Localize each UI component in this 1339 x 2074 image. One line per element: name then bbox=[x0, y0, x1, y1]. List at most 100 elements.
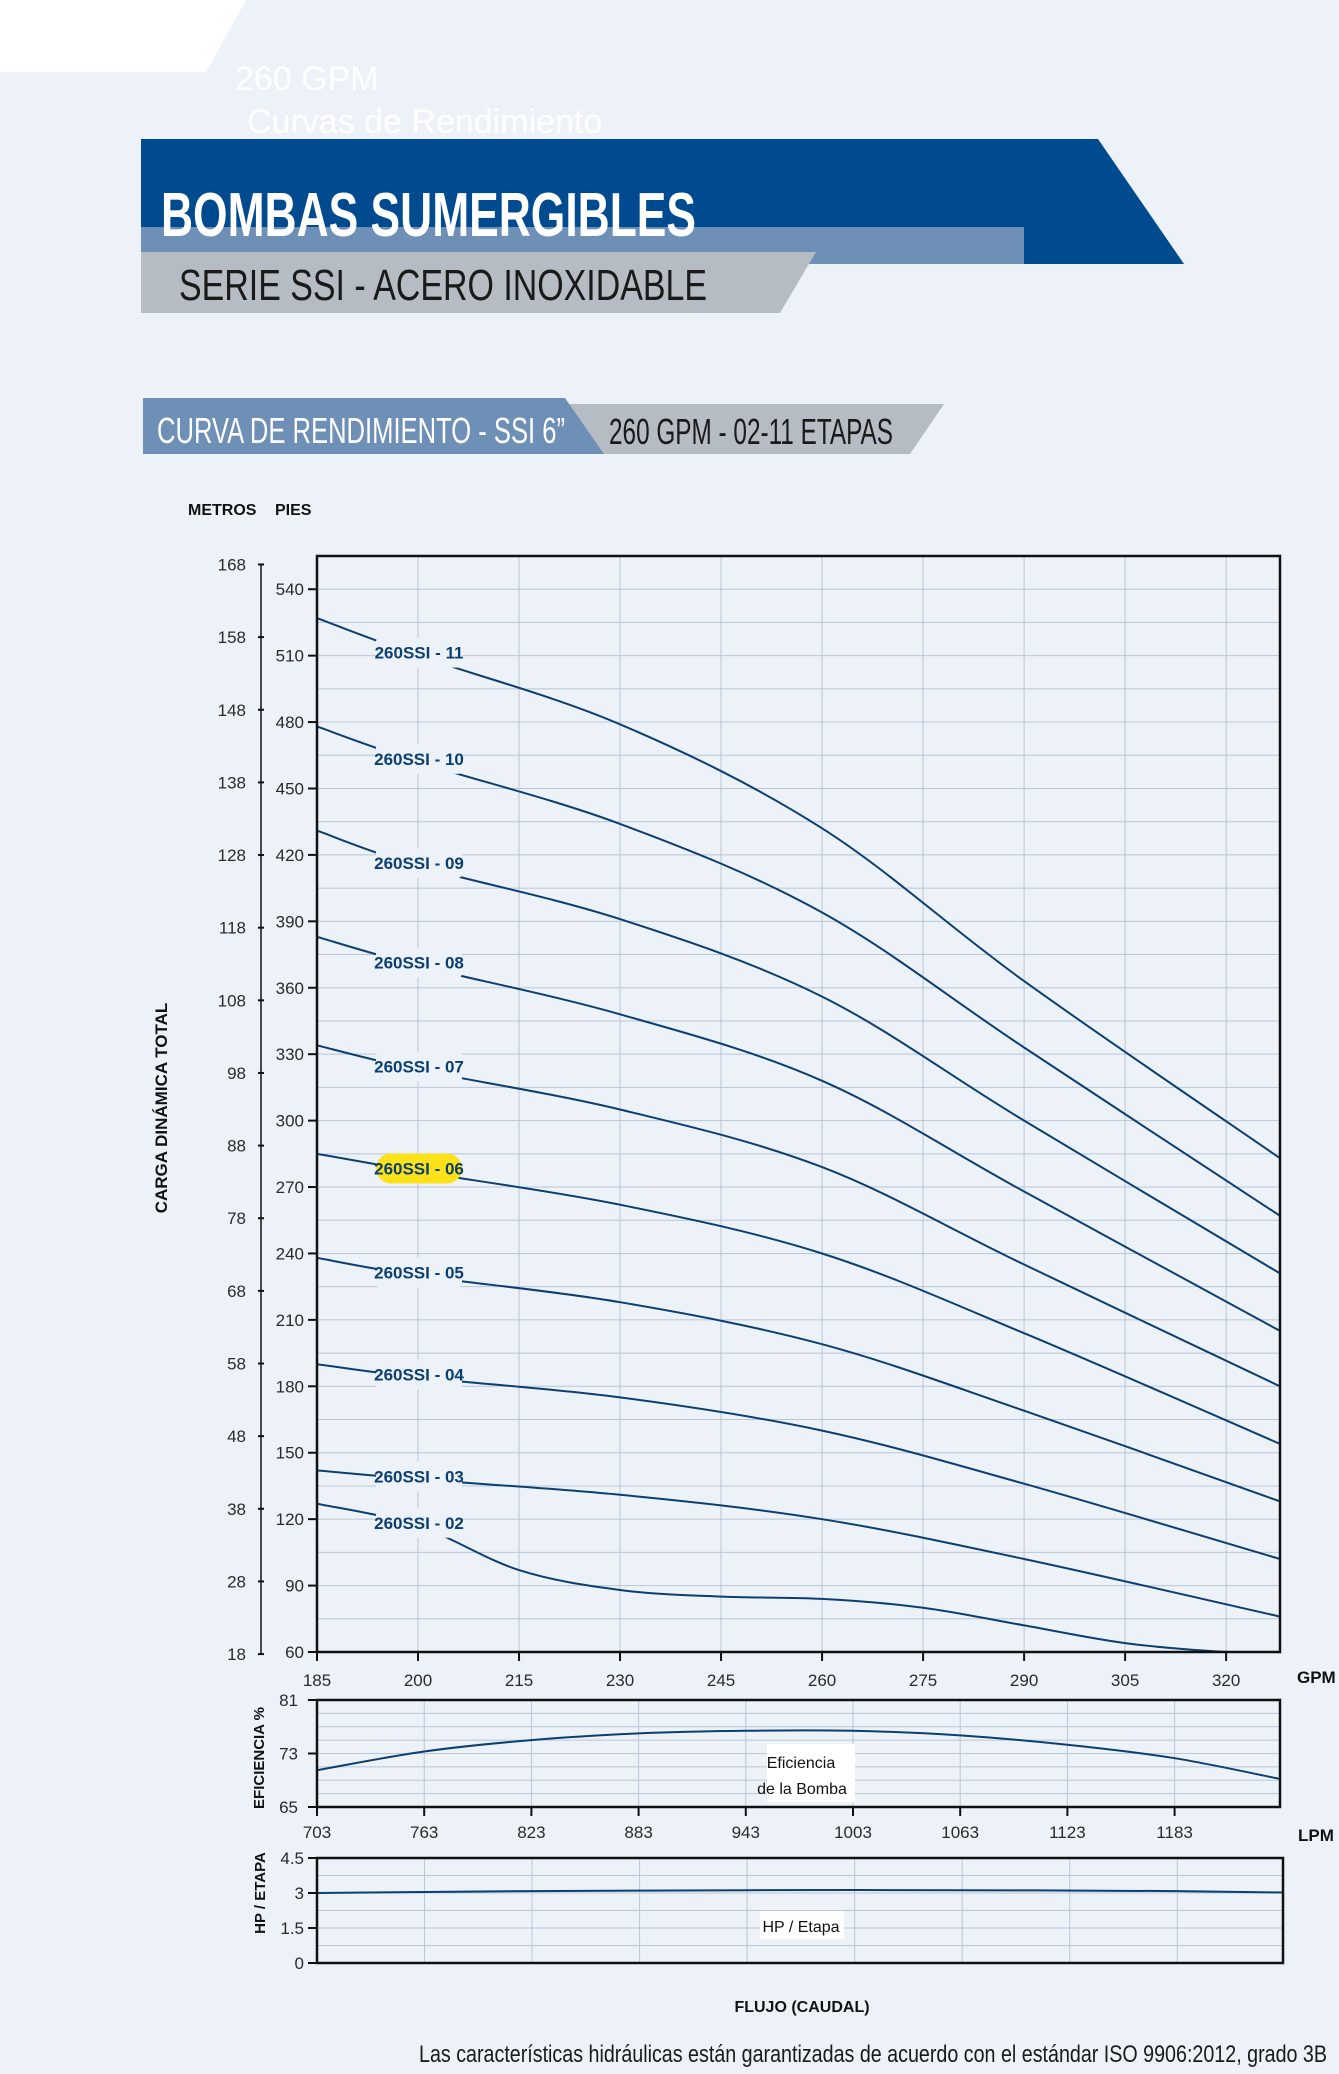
head-y-tick-pies: 180 bbox=[276, 1377, 304, 1396]
page-title: BOMBAS SUMERGIBLES bbox=[161, 181, 696, 250]
efficiency-chart: EFICIENCIA % 703 763 823 883 943 1003 1063 1123… bbox=[251, 1691, 1334, 1845]
header-top-line1: 260 GPM bbox=[235, 60, 379, 98]
series-label-260ssi-06: 260SSI - 06 bbox=[374, 1160, 464, 1179]
series-label-bg-260ssi-05 bbox=[376, 1257, 462, 1288]
series-label-bg-260ssi-03 bbox=[376, 1461, 462, 1492]
hp-series-line bbox=[316, 1889, 1284, 1894]
head-x-tick-label: 275 bbox=[909, 1671, 937, 1690]
head-y-tick-metros: 68 bbox=[227, 1282, 246, 1301]
head-y-tick-metros: 18 bbox=[227, 1645, 246, 1664]
eff-x-tick-label: 763 bbox=[410, 1823, 438, 1842]
head-plot-background bbox=[317, 556, 1280, 1652]
head-y-tick-pies: 150 bbox=[276, 1444, 304, 1463]
head-y-tick-pies: 540 bbox=[276, 580, 304, 599]
hp-tick-labels: 0 1.5 3 4.5 bbox=[280, 1849, 304, 1973]
head-y-tick-metros: 158 bbox=[218, 628, 246, 647]
head-y-tick-pies: 420 bbox=[276, 846, 304, 865]
head-y-tick-pies: 480 bbox=[276, 713, 304, 732]
hp-y-tick-label: 0 bbox=[295, 1954, 304, 1973]
hp-y-tick-label: 3 bbox=[295, 1884, 304, 1903]
head-y-tick-metros: 28 bbox=[227, 1572, 246, 1591]
y-unit-metros: METROS bbox=[188, 502, 257, 519]
head-y-tick-metros: 48 bbox=[227, 1427, 246, 1446]
head-y-tick-metros: 58 bbox=[227, 1355, 246, 1374]
footer-note: Las características hidráulicas están ga… bbox=[419, 2041, 1327, 2068]
head-x-tick-label: 200 bbox=[404, 1671, 432, 1690]
y-unit-pies: PIES bbox=[275, 502, 312, 519]
eff-x-tick-label: 943 bbox=[732, 1823, 760, 1842]
head-y-tick-metros: 38 bbox=[227, 1500, 246, 1519]
efficiency-annotation-line2: de la Bomba bbox=[757, 1781, 847, 1798]
series-label-260ssi-11: 260SSI - 11 bbox=[375, 644, 464, 663]
head-x-tick-label: 305 bbox=[1111, 1671, 1139, 1690]
eff-x-tick-label: 823 bbox=[517, 1823, 545, 1842]
series-label-260ssi-10: 260SSI - 10 bbox=[374, 750, 464, 769]
series-label-bg-260ssi-06 bbox=[376, 1153, 462, 1184]
subtitle-band bbox=[141, 252, 816, 313]
header-top-line2: Curvas de Rendimiento bbox=[247, 103, 602, 141]
efficiency-series-line bbox=[316, 1729, 1281, 1780]
series-label-bg-260ssi-10 bbox=[376, 743, 462, 774]
head-y-tick-metros: 138 bbox=[218, 773, 246, 792]
head-y-tick-metros: 128 bbox=[218, 846, 246, 865]
head-x-tick-label: 185 bbox=[303, 1671, 331, 1690]
series-label-260ssi-09: 260SSI - 09 bbox=[374, 854, 464, 873]
x-axis-unit-lpm: LPM bbox=[1298, 1826, 1334, 1845]
head-y-tick-pies: 120 bbox=[276, 1510, 304, 1529]
head-x-tick-label: 215 bbox=[505, 1671, 533, 1690]
head-x-tick-label: 320 bbox=[1212, 1671, 1240, 1690]
head-y-tick-metros: 118 bbox=[219, 919, 246, 938]
eff-y-tick-label: 73 bbox=[279, 1745, 298, 1764]
series-label-bg-260ssi-11 bbox=[376, 637, 462, 668]
head-y-tick-pies: 330 bbox=[276, 1045, 304, 1064]
series-label-260ssi-05: 260SSI - 05 bbox=[374, 1264, 464, 1283]
series-line-260ssi-02 bbox=[317, 1502, 1280, 1652]
head-y-tick-pies: 60 bbox=[285, 1643, 304, 1662]
efficiency-plot-frame bbox=[315, 1698, 1282, 1809]
eff-x-tick-label: 1003 bbox=[834, 1823, 872, 1842]
series-label-260ssi-07: 260SSI - 07 bbox=[374, 1058, 464, 1077]
series-label-260ssi-03: 260SSI - 03 bbox=[374, 1467, 464, 1486]
head-y-tick-pies: 510 bbox=[276, 647, 304, 666]
hp-y-title: HP / ETAPA bbox=[252, 1852, 269, 1934]
section-right-band bbox=[566, 404, 944, 454]
head-y-tick-pies: 360 bbox=[276, 979, 304, 998]
eff-y-tick-label: 81 bbox=[279, 1691, 298, 1710]
head-y-tick-metros: 148 bbox=[218, 701, 246, 720]
hp-plot-frame bbox=[315, 1856, 1285, 1965]
y-axis-title: CARGA DINÁMICA TOTAL bbox=[152, 1003, 171, 1214]
eff-x-tick-label: 703 bbox=[303, 1823, 331, 1842]
eff-y-tick-label: 65 bbox=[279, 1798, 298, 1817]
head-y-tick-pies: 450 bbox=[276, 779, 304, 798]
head-x-tick-label: 230 bbox=[606, 1671, 634, 1690]
eff-x-tick-label: 1063 bbox=[941, 1823, 979, 1842]
head-y-tick-metros: 168 bbox=[218, 555, 246, 574]
hp-curve bbox=[316, 1889, 1284, 1894]
x-axis-unit-gpm: GPM bbox=[1297, 1668, 1336, 1687]
head-y-tick-metros: 78 bbox=[227, 1209, 246, 1228]
efficiency-tick-labels: 703 763 823 883 943 1003 1063 1123 1183 65 73 81 bbox=[279, 1691, 1193, 1842]
eff-x-tick-label: 1123 bbox=[1049, 1823, 1086, 1842]
hp-y-tick-label: 1.5 bbox=[280, 1919, 304, 1938]
efficiency-y-title: EFICIENCIA % bbox=[251, 1707, 268, 1809]
head-y-tick-pies: 210 bbox=[276, 1311, 304, 1330]
series-label-bg-260ssi-09 bbox=[376, 847, 462, 878]
head-y-tick-pies: 270 bbox=[276, 1178, 304, 1197]
hp-gridlines bbox=[308, 1857, 1283, 1964]
head-y-tick-pies: 390 bbox=[276, 912, 304, 931]
head-y-tick-metros: 98 bbox=[227, 1064, 246, 1083]
top-left-tab bbox=[0, 0, 246, 72]
series-label-bg-260ssi-08 bbox=[376, 947, 462, 978]
efficiency-annotation-line1: Eficiencia bbox=[767, 1755, 836, 1772]
head-y-tick-pies: 300 bbox=[276, 1112, 304, 1131]
head-y-tick-pies: 90 bbox=[285, 1577, 304, 1596]
head-x-tick-label: 245 bbox=[707, 1671, 735, 1690]
series-label-bg-260ssi-07 bbox=[376, 1051, 462, 1082]
hp-annotation: HP / Etapa bbox=[762, 1919, 839, 1936]
eff-x-tick-label: 1183 bbox=[1156, 1823, 1193, 1842]
head-y-tick-pies: 240 bbox=[276, 1244, 304, 1263]
series-label-260ssi-04: 260SSI - 04 bbox=[374, 1365, 464, 1384]
page-subtitle: SERIE SSI - ACERO INOXIDABLE bbox=[179, 261, 707, 310]
hp-chart: HP / ETAPA 0 1.5 3 4.5 HP / Etapa FLUJO (CA… bbox=[252, 1849, 1285, 2016]
